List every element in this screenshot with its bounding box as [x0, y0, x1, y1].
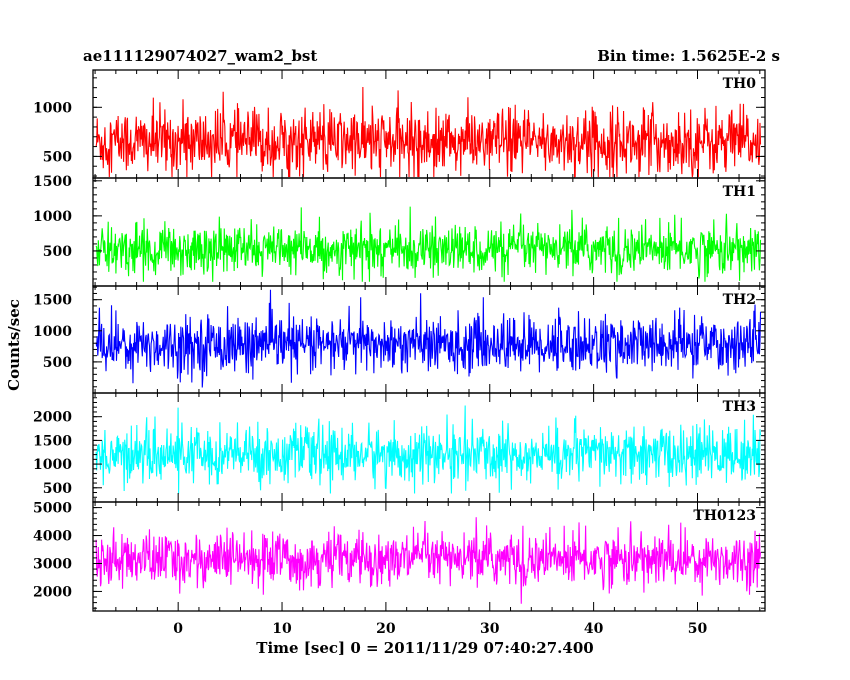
panel-th1: 500 1000 1500 TH1 — [33, 174, 766, 287]
series-th2 — [95, 289, 762, 388]
series-th3 — [95, 405, 762, 494]
panel-frame — [92, 501, 766, 612]
y-tick-label: 500 — [43, 481, 72, 497]
y-tick-label: 2000 — [33, 410, 72, 426]
y-tick-label: 1000 — [33, 324, 72, 340]
x-tick-label: 30 — [480, 621, 500, 637]
x-tick-label: 50 — [688, 621, 708, 637]
y-tick-label: 2000 — [33, 584, 72, 600]
series-th1 — [95, 206, 762, 282]
y-tick-label: 5000 — [33, 501, 72, 517]
y-tick-label: 3000 — [33, 556, 72, 572]
x-axis: 0 10 20 30 40 50 — [173, 621, 707, 637]
y-tick-label: 1500 — [33, 433, 72, 449]
y-tick-label: 500 — [43, 355, 72, 371]
y-tick-label: 1000 — [33, 209, 72, 225]
y-axis-label: Counts/sec — [5, 299, 23, 391]
y-tick-label: 1000 — [33, 100, 72, 116]
y-tick-label: 1500 — [33, 174, 72, 190]
panel-th3: 500 1000 1500 2000 TH3 — [33, 392, 766, 503]
panel-label: TH2 — [723, 292, 756, 308]
x-axis-label: Time [sec] 0 = 2011/11/29 07:40:27.400 — [256, 639, 593, 657]
series-th0 — [95, 86, 762, 179]
x-tick-label: 10 — [272, 621, 292, 637]
y-tick-label: 500 — [43, 244, 72, 260]
x-tick-label: 0 — [173, 621, 183, 637]
panel-label: TH0123 — [693, 508, 756, 524]
panel-th0123: 2000 3000 4000 5000 TH0123 — [33, 501, 766, 612]
y-tick-label: 500 — [43, 149, 72, 165]
x-tick-label: 40 — [584, 621, 604, 637]
panel-th2: 500 1000 1500 TH2 — [33, 285, 766, 394]
x-tick-label: 20 — [376, 621, 396, 637]
panel-label: TH0 — [723, 76, 757, 92]
chart-title-right: Bin time: 1.5625E-2 s — [597, 47, 780, 65]
y-tick-label: 1500 — [33, 293, 72, 309]
series-th0123 — [95, 517, 762, 604]
chart-title-left: ae111129074027_wam2_bst — [83, 47, 317, 65]
panel-label: TH3 — [723, 399, 756, 415]
y-tick-label: 4000 — [33, 529, 72, 545]
panel-th0: 500 1000 TH0 — [33, 69, 766, 179]
y-tick-label: 1000 — [33, 457, 72, 473]
panel-label: TH1 — [723, 184, 756, 200]
